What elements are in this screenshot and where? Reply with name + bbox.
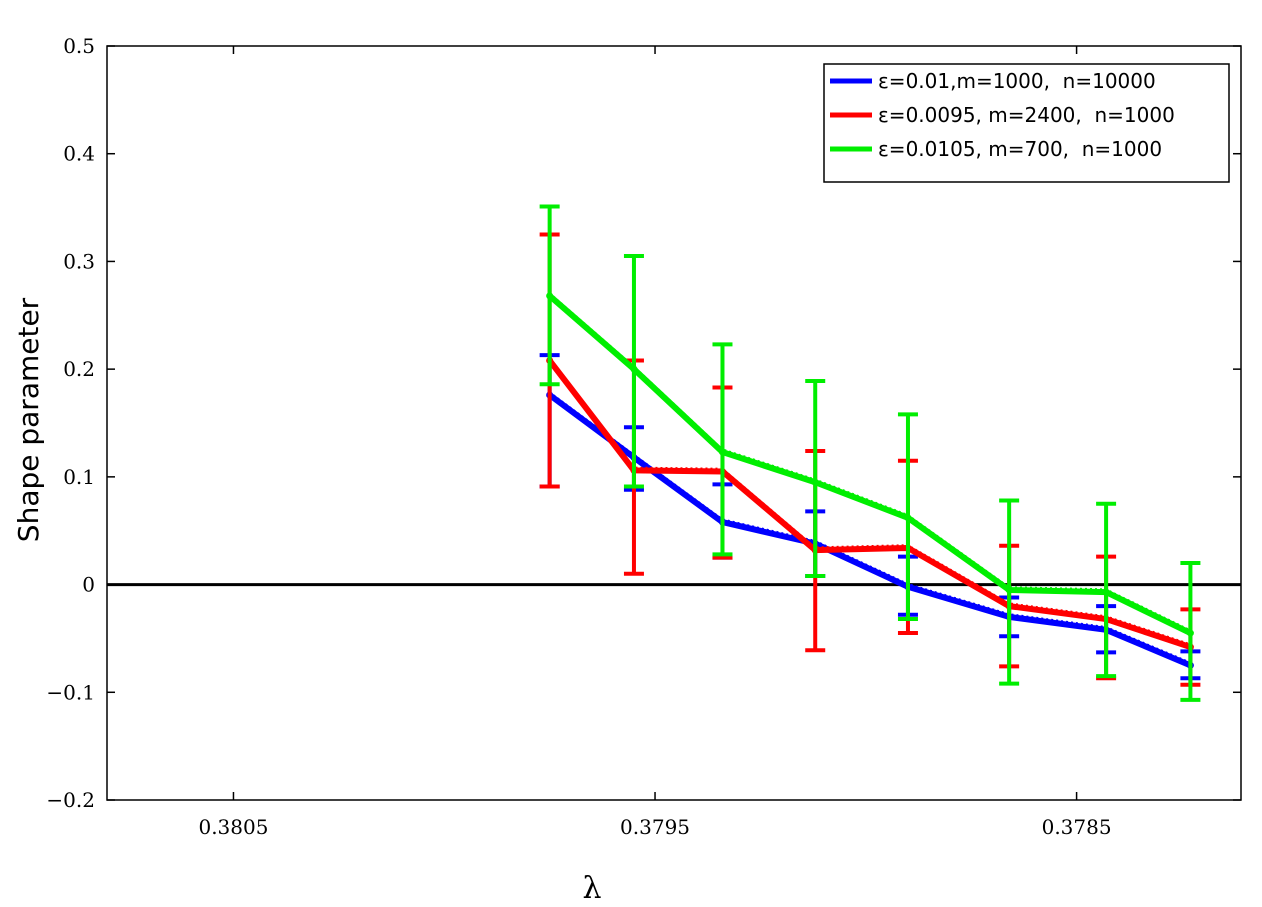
data-point xyxy=(811,478,819,486)
legend: ε=0.01,m=1000, n=10000 ε=0.0095, m=2400,… xyxy=(823,63,1230,183)
x-tick-label: 0.3795 xyxy=(620,815,690,839)
x-tick-label: 0.3805 xyxy=(198,815,268,839)
y-tick-label: 0 xyxy=(82,573,95,597)
data-point xyxy=(1005,586,1013,594)
data-point xyxy=(718,448,726,456)
series-3 xyxy=(539,204,1201,702)
data-point xyxy=(630,365,638,373)
x-tick-label: 0.3785 xyxy=(1042,815,1112,839)
y-tick-label: −0.2 xyxy=(46,788,95,812)
y-tick-label: 0.4 xyxy=(63,142,95,166)
legend-box xyxy=(823,63,1230,183)
data-point xyxy=(904,514,912,522)
y-tick-label: 0.1 xyxy=(63,465,95,489)
y-tick-label: 0.5 xyxy=(63,34,95,58)
legend-label-1: ε=0.01,m=1000, n=10000 xyxy=(878,69,1156,93)
series-line xyxy=(546,357,1194,651)
x-axis-label: λ xyxy=(582,871,601,906)
data-point xyxy=(1186,629,1194,637)
y-axis-label: Shape parameter xyxy=(12,297,45,542)
data-point xyxy=(546,292,554,300)
y-tick-label: 0.3 xyxy=(63,249,95,273)
data-point xyxy=(1102,588,1110,596)
y-tick-label: 0.2 xyxy=(63,357,95,381)
y-tick-label: −0.1 xyxy=(46,680,95,704)
legend-label-3: ε=0.0105, m=700, n=1000 xyxy=(878,137,1162,161)
series-line xyxy=(546,292,1194,637)
axes-layer: −0.2 −0.1 0 0.1 0.2 0.3 0.4 0.5 0.3805 0.3795 0.37… xyxy=(46,34,1241,839)
legend-label-2: ε=0.0095, m=2400, n=1000 xyxy=(878,103,1175,127)
series-layer xyxy=(539,204,1201,702)
